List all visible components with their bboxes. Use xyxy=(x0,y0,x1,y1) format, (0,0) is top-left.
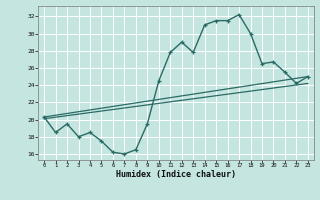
X-axis label: Humidex (Indice chaleur): Humidex (Indice chaleur) xyxy=(116,170,236,179)
